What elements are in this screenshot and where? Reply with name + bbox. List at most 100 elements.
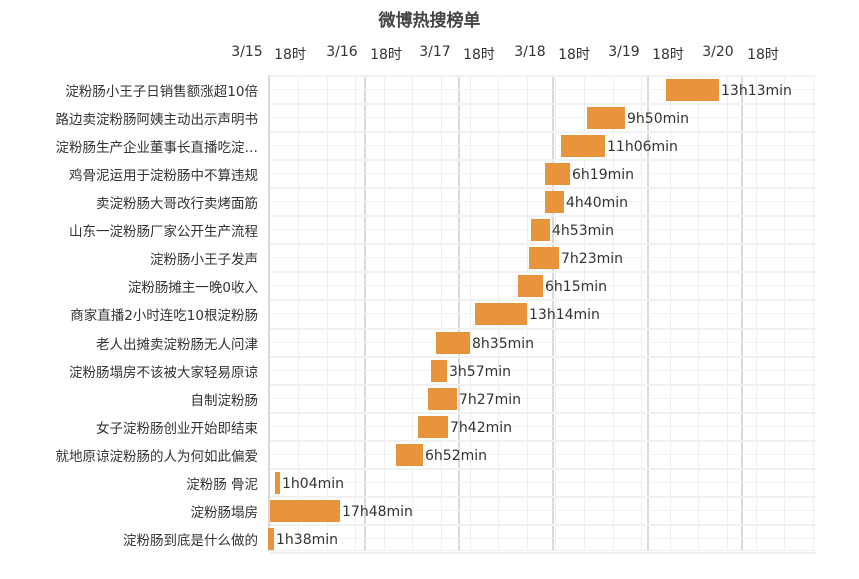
- row-gridline: [270, 355, 816, 358]
- y-category-label: 淀粉肠塌房不该被大家轻易原谅: [69, 364, 258, 381]
- duration-bar[interactable]: [666, 79, 719, 101]
- row-gridline: [270, 523, 816, 526]
- x-tick-label: 18时: [558, 47, 590, 63]
- row-midline: [270, 285, 816, 287]
- bar-value-label: 4h53min: [552, 223, 614, 240]
- row-gridline: [270, 215, 816, 218]
- bar-value-label: 1h04min: [282, 475, 344, 492]
- y-category-label: 老人出摊卖淀粉肠无人问津: [96, 336, 258, 353]
- minor-gridline: [555, 75, 557, 550]
- row-gridline: [270, 131, 816, 134]
- row-gridline: [270, 271, 816, 274]
- x-tick-label: 3/16: [326, 44, 358, 60]
- y-category-label: 淀粉肠小王子发声: [150, 252, 258, 269]
- bar-value-label: 1h38min: [276, 531, 338, 548]
- minor-gridline: [441, 75, 442, 550]
- minor-gridline: [812, 75, 814, 550]
- x-tick-label: 3/18: [514, 44, 546, 60]
- duration-bar[interactable]: [561, 135, 605, 158]
- row-gridline: [270, 299, 816, 302]
- bar-value-label: 8h35min: [472, 335, 534, 352]
- y-category-label: 淀粉肠摊主一晚0收入: [127, 280, 258, 297]
- row-midline: [270, 453, 816, 455]
- y-category-label: 女子淀粉肠创业开始即结束: [96, 420, 258, 437]
- row-gridline: [270, 327, 816, 330]
- y-category-label: 鸡骨泥运用于淀粉肠中不算违规: [69, 168, 258, 185]
- y-category-label: 山东一淀粉肠厂家公开生产流程: [69, 224, 258, 241]
- duration-bar[interactable]: [518, 275, 543, 298]
- y-category-label: 自制淀粉肠: [190, 392, 259, 409]
- y-category-label: 路边卖淀粉肠阿姨主动出示声明书: [55, 112, 259, 129]
- minor-gridline: [612, 75, 614, 550]
- duration-bar[interactable]: [475, 303, 527, 326]
- y-category-label: 卖淀粉肠大哥改行卖烤面筋: [96, 196, 258, 213]
- x-tick-label: 3/15: [231, 44, 263, 60]
- minor-gridline: [298, 75, 299, 550]
- row-midline: [270, 369, 816, 371]
- row-gridline: [270, 495, 816, 498]
- row-gridline: [270, 187, 816, 190]
- x-tick-label: 18时: [652, 47, 684, 63]
- row-midline: [270, 145, 816, 147]
- row-gridline: [270, 159, 816, 162]
- y-category-label: 就地原谅淀粉肠的人为何如此偏爱: [55, 448, 259, 465]
- duration-bar[interactable]: [275, 471, 280, 494]
- minor-gridline: [355, 75, 357, 550]
- row-gridline: [270, 467, 816, 470]
- x-tick-label: 18时: [463, 47, 495, 63]
- row-gridline: [270, 439, 816, 442]
- x-tick-label: 18时: [370, 47, 402, 63]
- x-tick-label: 18时: [747, 47, 779, 63]
- minor-gridline: [383, 75, 385, 550]
- bar-value-label: 6h52min: [425, 447, 487, 464]
- row-midline: [270, 425, 816, 427]
- bar-value-label: 6h15min: [545, 279, 607, 296]
- duration-bar[interactable]: [587, 107, 625, 130]
- row-midline: [270, 481, 816, 483]
- row-midline: [270, 397, 816, 399]
- bar-value-label: 6h19min: [572, 167, 634, 184]
- duration-bar[interactable]: [418, 415, 448, 438]
- row-midline: [270, 537, 816, 539]
- duration-bar[interactable]: [531, 219, 550, 242]
- bar-value-label: 11h06min: [607, 139, 678, 156]
- minor-gridline: [669, 75, 671, 550]
- minor-gridline: [641, 75, 643, 550]
- duration-bar[interactable]: [436, 331, 470, 354]
- row-midline: [270, 341, 816, 343]
- minor-gridline: [755, 75, 757, 550]
- y-category-label: 淀粉肠到底是什么做的: [123, 532, 258, 549]
- row-gridline: [270, 103, 816, 106]
- minor-gridline: [727, 75, 728, 550]
- duration-bar[interactable]: [545, 163, 570, 186]
- major-gridline: [364, 75, 366, 550]
- minor-gridline: [326, 75, 328, 550]
- y-category-label: 淀粉肠 骨泥: [186, 476, 258, 493]
- major-gridline: [458, 75, 460, 550]
- minor-gridline: [698, 75, 700, 550]
- major-gridline: [741, 75, 743, 550]
- minor-gridline: [412, 75, 414, 550]
- duration-bar[interactable]: [545, 191, 564, 214]
- x-tick-label: 3/20: [702, 44, 734, 60]
- row-midline: [270, 89, 816, 90]
- duration-bar[interactable]: [270, 499, 340, 522]
- bar-value-label: 13h13min: [721, 83, 792, 99]
- y-category-label: 淀粉肠小王子日销售额涨超10倍: [65, 84, 258, 100]
- bar-value-label: 13h14min: [529, 307, 600, 324]
- x-tick-label: 3/19: [608, 44, 640, 60]
- duration-bar[interactable]: [431, 359, 447, 382]
- chart-title: 微博热搜榜单: [378, 11, 481, 31]
- minor-gridline: [526, 75, 528, 550]
- plot-area: [268, 74, 816, 554]
- bar-value-label: 7h27min: [459, 391, 521, 408]
- duration-bar[interactable]: [428, 387, 457, 410]
- row-midline: [270, 509, 816, 511]
- row-midline: [270, 313, 816, 315]
- duration-bar[interactable]: [529, 247, 559, 270]
- bar-value-label: 17h48min: [342, 503, 413, 520]
- duration-bar[interactable]: [268, 527, 274, 550]
- duration-bar[interactable]: [396, 443, 423, 466]
- minor-gridline: [784, 75, 786, 550]
- row-midline: [270, 117, 816, 119]
